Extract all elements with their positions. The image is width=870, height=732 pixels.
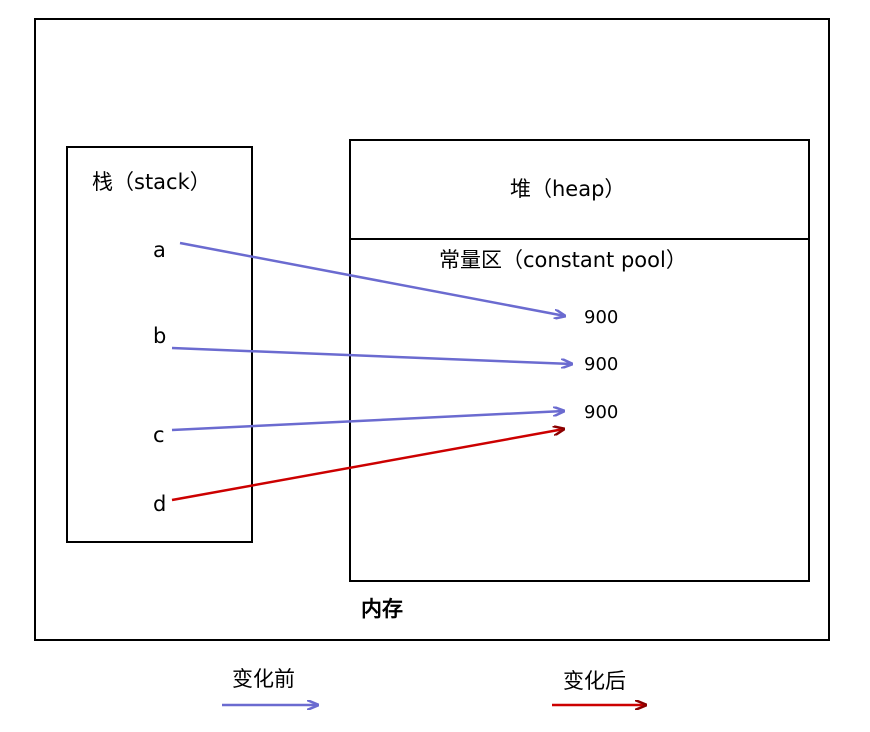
stack-box: [66, 146, 253, 543]
arrow-d-to-900: [171, 429, 564, 502]
pool-value-1: 900: [584, 307, 619, 328]
arrow-a-to-900: [179, 241, 565, 316]
heap-box: [349, 139, 810, 582]
arrow-c-to-900: [171, 411, 564, 432]
heap-title: 堆（heap）: [510, 177, 626, 201]
stack-var-a: a: [153, 238, 166, 262]
constant-pool-divider: [349, 238, 810, 240]
stack-var-b: b: [153, 324, 167, 348]
legend-before-label: 变化前: [232, 667, 295, 691]
constant-pool-title: 常量区（constant pool）: [439, 248, 687, 272]
stack-var-d: d: [153, 492, 167, 516]
stack-var-c: c: [153, 423, 165, 447]
arrow-b-to-900: [171, 346, 572, 364]
pool-value-3: 900: [584, 402, 619, 423]
legend-after-label: 变化后: [563, 669, 626, 693]
pool-value-2: 900: [584, 354, 619, 375]
memory-label: 内存: [361, 597, 403, 621]
memory-box: [34, 18, 830, 641]
stack-title: 栈（stack）: [92, 170, 211, 194]
